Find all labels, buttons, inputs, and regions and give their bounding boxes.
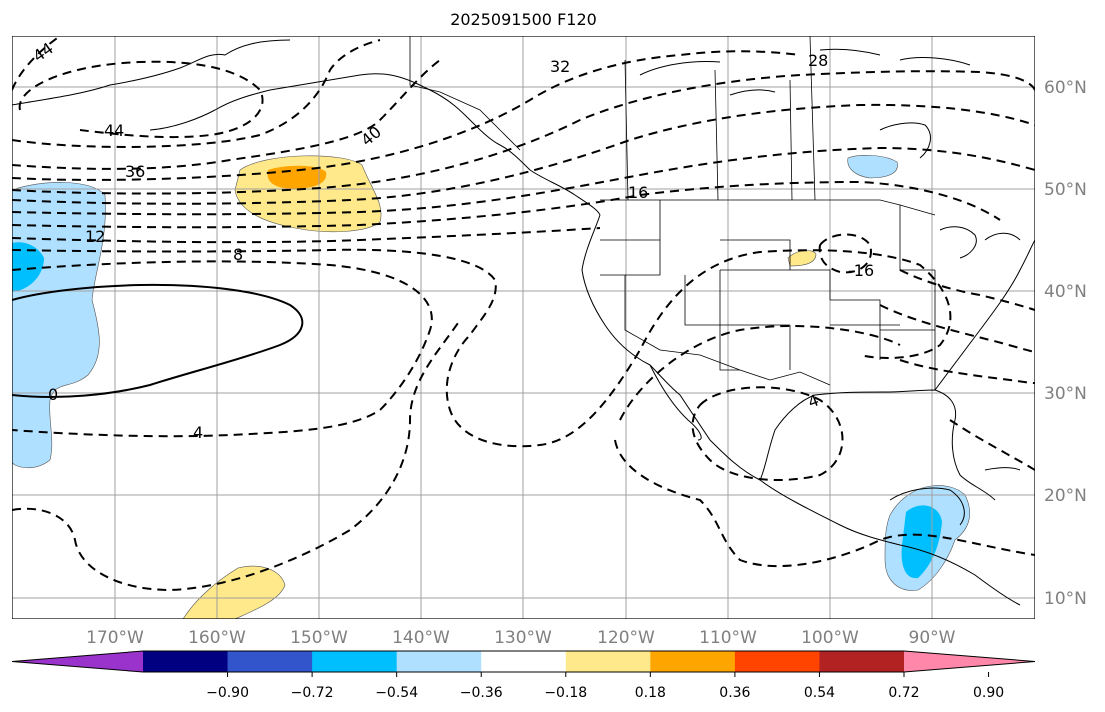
lon-label: 130°W: [494, 628, 552, 648]
colorbar-tick-label: −0.54: [375, 685, 418, 701]
lon-label: 120°W: [597, 628, 655, 648]
contour-neg20: [12, 146, 1035, 216]
coastlines: [12, 39, 1035, 606]
colorbar-extend-low: [12, 651, 143, 672]
contour-neg44-a: [12, 36, 61, 91]
lat-label: 50°N: [1044, 180, 1087, 200]
contour-neg4-south: [12, 319, 461, 592]
lon-label: 90°W: [909, 628, 956, 648]
lat-label: 60°N: [1044, 78, 1087, 98]
borders: [409, 36, 936, 390]
lat-label: 40°N: [1044, 282, 1087, 302]
colorbar-tick-label: −0.72: [291, 685, 334, 701]
contour-neg32: [12, 50, 801, 181]
contour-label: 0: [48, 385, 58, 404]
contour-neg16-low: [818, 233, 872, 274]
colorbar-segment: [396, 651, 482, 672]
coast-east: [934, 239, 1035, 391]
border-us-canada: [600, 199, 936, 216]
lat-label: 20°N: [1044, 486, 1087, 506]
contour-label: 12: [85, 227, 105, 246]
colorbar-tick-label: −0.90: [206, 685, 249, 701]
coast-cuba: [984, 467, 1021, 471]
colorbar-segment: [143, 651, 229, 672]
contour-label: 28: [808, 51, 828, 70]
coast-baja: [649, 364, 702, 441]
contour-neg4: [12, 260, 433, 438]
colorbar-segment: [650, 651, 736, 672]
contour-label: 4: [193, 423, 203, 442]
lat-label: 10°N: [1044, 589, 1087, 609]
contour-label: -16: [848, 261, 874, 280]
contour-east-a: [899, 269, 1035, 311]
coast-yucatan: [889, 487, 965, 526]
border-us-mexico: [659, 349, 831, 386]
contour-neg8: [12, 248, 952, 448]
contour-zero: [12, 283, 304, 398]
contour-neg28: [12, 70, 1035, 195]
coast-gulf-mexico: [759, 389, 996, 501]
border-alaska-canada: [409, 36, 521, 151]
colorbar-segment: [819, 651, 905, 672]
shade-central-pacific-blue: [12, 242, 44, 292]
contour-neg40: [12, 39, 381, 148]
contour-neg16: [12, 180, 1001, 229]
colorbar-segment: [227, 651, 313, 672]
map-panel: 44 44 40 36 32 28 16 12 8 4 0 -16 4: [12, 36, 1035, 619]
colorbar-tick-label: 0.36: [719, 685, 750, 701]
contour-label: 32: [550, 57, 570, 76]
border-province-lines: [624, 36, 816, 201]
map-title: 2025091500 F120: [450, 10, 597, 29]
colorbar-segment: [481, 651, 567, 672]
contour-mexico-south: [614, 439, 1035, 568]
contour-east-b: [879, 304, 1035, 353]
lon-label: 170°W: [86, 628, 144, 648]
lon-label: 150°W: [290, 628, 348, 648]
contour-east-d: [949, 419, 1035, 471]
lat-label: 30°N: [1044, 384, 1087, 404]
shade-hudson-light-blue: [847, 155, 898, 179]
colorbar-segment: [734, 651, 820, 672]
lon-label: 100°W: [801, 628, 859, 648]
colorbar-extend-high: [904, 651, 1035, 672]
contour-label: 8: [233, 245, 243, 264]
coast-west-coast: [581, 214, 1021, 606]
coast-great-lakes: [939, 226, 1021, 259]
shade-plains-light-yellow: [787, 250, 817, 267]
contour-neg36: [12, 59, 441, 170]
shade-hawaii-light-yellow: [182, 565, 286, 619]
colorbar-outline: [11, 650, 1036, 673]
contour-east-c: [899, 359, 1035, 384]
contour-label: 36: [125, 162, 145, 181]
lon-label: 140°W: [392, 628, 450, 648]
colorbar-tick-label: −0.18: [544, 685, 587, 701]
latitude-labels: 60°N 50°N 40°N 30°N 20°N 10°N: [1044, 78, 1087, 609]
contour-label: 44: [104, 121, 124, 140]
colorbar-segment: [312, 651, 398, 672]
colorbar-tick-label: −0.36: [460, 685, 503, 701]
colorbar-segment: [565, 651, 651, 672]
contour-label: 16: [628, 183, 648, 202]
lon-label: 110°W: [699, 628, 757, 648]
contour-neg24: [12, 103, 1035, 205]
longitude-labels: 170°W 160°W 150°W 140°W 130°W 120°W 110°…: [86, 628, 956, 648]
contour-gulf-low: [691, 386, 844, 481]
colorbar-tick-label: 0.90: [973, 685, 1004, 701]
contour-mexico: [619, 325, 901, 421]
graticule: [12, 36, 1035, 619]
colorbar-tick-label: 0.54: [804, 685, 835, 701]
contours: [12, 36, 1035, 592]
lon-label: 160°W: [188, 628, 246, 648]
colorbar-tick-label: 0.72: [888, 685, 919, 701]
colorbar: −0.90 −0.72 −0.54 −0.36 −0.18 0.18 0.36 0.54 0.7…: [11, 650, 1036, 701]
colorbar-tick-label: 0.18: [635, 685, 666, 701]
coast-canada-arctic: [639, 48, 971, 96]
coast-alaska: [12, 39, 601, 216]
contour-neg44-b: [18, 60, 264, 139]
